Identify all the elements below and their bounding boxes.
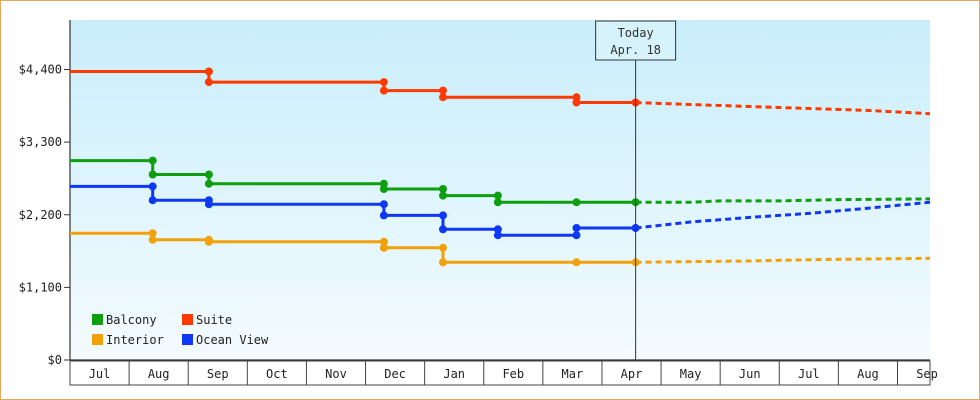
x-tick-label: Aug (857, 367, 879, 381)
data-point-ocean-view (148, 196, 157, 205)
x-tick-label: Jul (89, 367, 111, 381)
y-tick-label: $4,400 (19, 63, 62, 77)
data-point-ocean-view (493, 231, 502, 240)
data-point-suite (204, 67, 213, 76)
x-tick-label: Sep (207, 367, 229, 381)
data-point-ocean-view (379, 200, 388, 209)
legend-swatch-balcony (92, 314, 103, 325)
data-point-suite (572, 98, 581, 107)
data-point-suite (439, 93, 447, 102)
y-tick-label: $3,300 (19, 135, 62, 149)
data-point-balcony (493, 198, 502, 207)
data-point-interior (148, 235, 157, 244)
y-tick-label: $1,100 (19, 280, 62, 294)
legend-swatch-suite (182, 314, 193, 325)
data-point-balcony (204, 179, 213, 188)
data-point-ocean-view (439, 211, 447, 220)
data-point-interior (148, 229, 157, 238)
y-axis: $0 $1,100 $2,200 $3,300 $4,400 (19, 20, 930, 367)
data-point-suite (439, 86, 447, 95)
x-tick-label: Jul (798, 367, 820, 381)
data-point-ocean-view (493, 225, 502, 234)
x-tick-label: Nov (325, 367, 347, 381)
x-tick-label: Aug (148, 367, 170, 381)
legend-item-ocean-view: Ocean View (182, 333, 269, 347)
data-point-interior (379, 237, 388, 246)
today-date: Apr. 18 (610, 43, 661, 57)
data-point-balcony (148, 156, 157, 165)
legend-item-suite: Suite (182, 313, 232, 327)
series-suite (70, 67, 931, 116)
x-axis-month-cells: Jul Aug Sep Oct Nov Dec Jan Feb Mar Apr May Jun Jul A… (69, 360, 938, 386)
data-point-ocean-view (148, 182, 157, 191)
forecast-line-ocean-view (635, 200, 931, 230)
legend-swatch-ocean-view (182, 334, 193, 345)
x-tick-label: Apr (621, 367, 643, 381)
forecast-line-balcony (635, 197, 931, 204)
data-point-balcony (439, 191, 447, 200)
data-point-ocean-view (379, 211, 388, 220)
x-tick-label: Jan (443, 367, 465, 381)
forecast-line-suite (635, 101, 931, 116)
data-point-interior (204, 237, 213, 246)
series-interior (70, 229, 931, 267)
data-point-ocean-view (572, 224, 581, 232)
data-point-interior (379, 243, 388, 252)
series-line-ocean-view (70, 184, 636, 237)
series-balcony (70, 156, 931, 207)
series-layer (70, 67, 931, 267)
data-point-suite (379, 78, 388, 87)
data-point-interior (572, 258, 581, 267)
x-axis-strip (69, 360, 931, 386)
data-point-balcony (148, 170, 157, 179)
y-tick-label: $0 (48, 353, 62, 367)
data-point-interior (439, 258, 447, 267)
legend-item-interior: Interior (92, 333, 164, 347)
series-ocean-view (70, 182, 931, 240)
today-marker: Today Apr. 18 (595, 20, 677, 360)
data-point-ocean-view (204, 200, 213, 209)
data-point-suite (379, 86, 388, 95)
legend: Balcony Suite Interior Ocean View (92, 313, 269, 347)
legend-label-interior: Interior (106, 333, 164, 347)
x-tick-label: Mar (562, 367, 584, 381)
data-point-balcony (379, 185, 388, 193)
x-tick-label: Jun (739, 367, 761, 381)
plot-area (70, 20, 930, 360)
data-point-ocean-view (439, 225, 447, 234)
legend-swatch-interior (92, 334, 103, 345)
legend-item-balcony: Balcony (92, 313, 157, 327)
y-tick-label: $2,200 (19, 208, 62, 222)
data-point-balcony (572, 198, 581, 207)
data-point-interior (439, 243, 447, 252)
data-point-balcony (439, 185, 447, 193)
x-tick-label: May (680, 367, 702, 381)
forecast-line-interior (635, 256, 931, 264)
x-tick-label: Feb (502, 367, 524, 381)
legend-label-balcony: Balcony (106, 313, 157, 327)
x-tick-label: Oct (266, 367, 288, 381)
x-tick-label: Dec (384, 367, 406, 381)
data-point-ocean-view (572, 231, 581, 240)
x-tick-label: Sep (916, 367, 938, 381)
data-point-balcony (204, 170, 213, 179)
today-title: Today (618, 26, 654, 40)
today-label-box (595, 20, 677, 61)
data-point-balcony (493, 191, 502, 200)
data-point-suite (204, 78, 213, 87)
legend-label-ocean-view: Ocean View (196, 333, 269, 347)
legend-label-suite: Suite (196, 313, 232, 327)
